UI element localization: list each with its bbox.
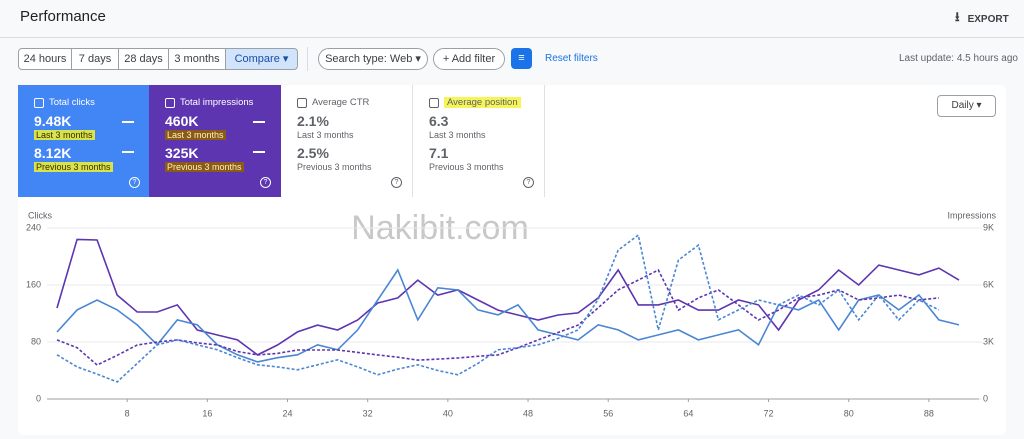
y-tick-label: 160 xyxy=(26,279,41,289)
metric-value: 9.48K xyxy=(34,113,72,129)
dashed-key xyxy=(122,151,134,153)
metric-card[interactable]: Average position 6.3 Last 3 months 7.1 P… xyxy=(413,85,545,197)
solid-key xyxy=(253,121,265,123)
granularity-select[interactable]: Daily ▾ xyxy=(937,95,996,117)
search-type-label: Search type: Web xyxy=(325,53,413,65)
metric-period: Last 3 months xyxy=(297,130,354,140)
filter-icon[interactable]: ≡ xyxy=(511,48,532,69)
x-tick-label: 56 xyxy=(603,408,613,418)
y-tick-label: 80 xyxy=(31,336,41,346)
export-button[interactable]: ⭳ EXPORT xyxy=(955,8,1009,30)
download-icon: ⭳ xyxy=(955,9,960,24)
series-line xyxy=(56,268,960,363)
x-tick-label: 88 xyxy=(924,408,934,418)
help-icon[interactable]: ? xyxy=(391,177,402,188)
y2-axis-label: Impressions xyxy=(947,210,996,220)
metric-name: Average CTR xyxy=(312,97,370,108)
metric-value: 2.5% xyxy=(297,145,329,161)
x-tick-label: 64 xyxy=(683,408,693,418)
metric-name: Total clicks xyxy=(49,97,95,108)
x-tick-label: 48 xyxy=(523,408,533,418)
divider xyxy=(0,37,1024,38)
reset-filters[interactable]: Reset filters xyxy=(545,53,598,64)
x-tick-label: 40 xyxy=(443,408,453,418)
page-title: Performance xyxy=(20,8,106,25)
search-type-button[interactable]: Search type: Web ▾ xyxy=(318,48,428,70)
last-update: Last update: 4.5 hours ago xyxy=(899,53,1018,64)
separator xyxy=(307,47,308,71)
x-tick-label: 80 xyxy=(844,408,854,418)
y-axis-label: Clicks xyxy=(28,210,52,220)
export-label: EXPORT xyxy=(967,13,1009,25)
metric-value: 325K xyxy=(165,145,199,161)
series-line xyxy=(56,268,939,366)
metric-period: Previous 3 months xyxy=(165,162,244,172)
metric-value: 460K xyxy=(165,113,199,129)
series-line xyxy=(56,233,940,383)
dashed-key xyxy=(253,151,265,153)
metric-value: 8.12K xyxy=(34,145,72,161)
metric-value: 6.3 xyxy=(429,113,449,129)
x-tick-label: 72 xyxy=(764,408,774,418)
x-tick-label: 32 xyxy=(363,408,373,418)
metric-period: Previous 3 months xyxy=(297,162,372,172)
x-tick-label: 24 xyxy=(283,408,293,418)
y2-tick-label: 9K xyxy=(983,222,994,232)
y2-tick-label: 6K xyxy=(983,279,994,289)
solid-key xyxy=(122,121,134,123)
series-line xyxy=(56,238,960,356)
metric-card[interactable]: Total impressions 460K Last 3 months 325… xyxy=(149,85,281,197)
checkbox xyxy=(297,97,307,108)
granularity-label: Daily xyxy=(951,100,974,111)
y2-tick-label: 3K xyxy=(983,336,994,346)
range-button[interactable]: 3 months xyxy=(168,48,226,70)
help-icon[interactable]: ? xyxy=(260,177,271,188)
metric-period: Last 3 months xyxy=(429,130,486,140)
metric-value: 2.1% xyxy=(297,113,329,129)
metric-period: Last 3 months xyxy=(34,130,95,140)
metric-period: Previous 3 months xyxy=(429,162,504,172)
range-button[interactable]: 24 hours xyxy=(18,48,72,70)
range-button[interactable]: 28 days xyxy=(118,48,169,70)
chart: Nakibit.com Clicks Impressions 080160240… xyxy=(26,209,997,418)
metric-period: Previous 3 months xyxy=(34,162,113,172)
checkbox xyxy=(165,97,175,108)
compare-button[interactable]: Compare ▾ xyxy=(225,48,298,70)
y2-tick-label: 0 xyxy=(983,393,988,403)
add-filter-button[interactable]: + Add filter xyxy=(433,48,505,70)
add-filter-label: Add filter xyxy=(451,53,496,65)
y-tick-label: 240 xyxy=(26,222,41,232)
metric-card[interactable]: Average CTR 2.1% Last 3 months 2.5% Prev… xyxy=(281,85,413,197)
help-icon[interactable]: ? xyxy=(129,177,140,188)
checkbox xyxy=(429,97,439,108)
x-tick-label: 16 xyxy=(202,408,212,418)
range-button[interactable]: 7 days xyxy=(71,48,119,70)
x-tick-label: 8 xyxy=(125,408,130,418)
checkbox xyxy=(34,97,44,108)
y-tick-label: 0 xyxy=(36,393,41,403)
metric-card[interactable]: Total clicks 9.48K Last 3 months 8.12K P… xyxy=(18,85,150,197)
metric-name: Average position xyxy=(444,97,521,108)
help-icon[interactable]: ? xyxy=(523,177,534,188)
compare-label: Compare xyxy=(234,53,280,65)
metric-period: Last 3 months xyxy=(165,130,226,140)
metric-value: 7.1 xyxy=(429,145,449,161)
metric-name: Total impressions xyxy=(180,97,254,108)
